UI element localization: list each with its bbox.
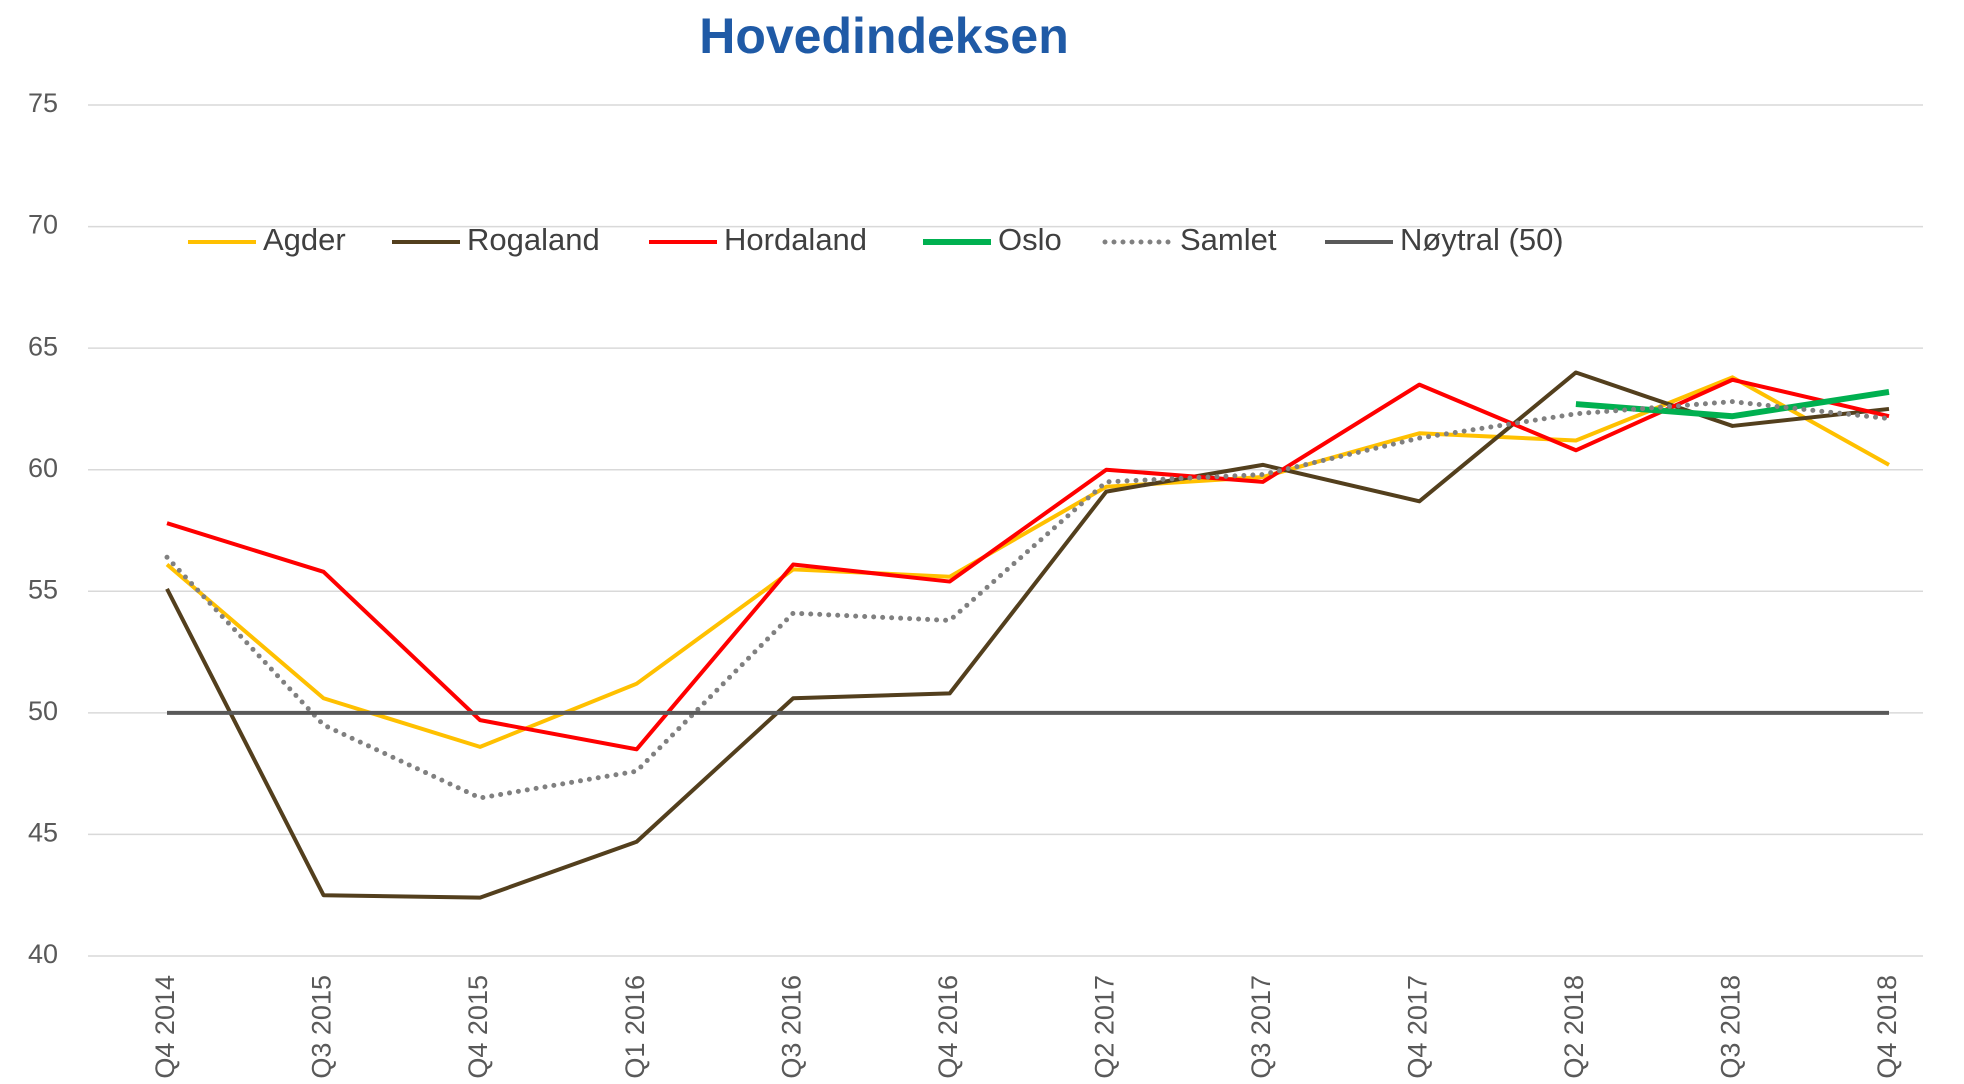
y-tick-label: 40 [28, 939, 58, 969]
x-tick-label: Q3 2015 [307, 975, 337, 1079]
x-tick-label: Q4 2018 [1872, 975, 1902, 1079]
x-tick-label: Q4 2017 [1402, 975, 1432, 1079]
y-tick-label: 50 [28, 696, 58, 726]
legend-label: Nøytral (50) [1400, 222, 1564, 257]
legend-label: Oslo [998, 222, 1062, 257]
y-tick-label: 45 [28, 818, 58, 848]
x-tick-label: Q1 2016 [620, 975, 650, 1079]
legend-label: Hordaland [724, 222, 867, 257]
series-line [1575, 388, 1890, 420]
x-tick-label: Q3 2017 [1246, 975, 1276, 1079]
y-tick-label: 65 [28, 331, 58, 361]
y-tick-label: 70 [28, 210, 58, 240]
series-line [165, 370, 1890, 900]
series-line [164, 399, 1892, 801]
x-tick-label: Q3 2018 [1716, 975, 1746, 1079]
x-tick-label: Q4 2014 [150, 975, 180, 1079]
x-tick-label: Q2 2018 [1559, 975, 1589, 1079]
legend-label: Samlet [1180, 222, 1277, 257]
chart-title: Hovedindeksen [699, 8, 1069, 64]
y-tick-label: 75 [28, 88, 58, 118]
legend-label: Rogaland [467, 222, 600, 257]
y-tick-label: 55 [28, 574, 58, 604]
x-tick-label: Q4 2016 [933, 975, 963, 1079]
series-line [166, 377, 1890, 752]
x-tick-label: Q2 2017 [1089, 975, 1119, 1079]
y-tick-label: 60 [28, 453, 58, 483]
legend-label: Agder [263, 222, 346, 257]
series-line [165, 375, 1890, 749]
x-tick-label: Q4 2015 [463, 975, 493, 1079]
x-tick-label: Q3 2016 [776, 975, 806, 1079]
